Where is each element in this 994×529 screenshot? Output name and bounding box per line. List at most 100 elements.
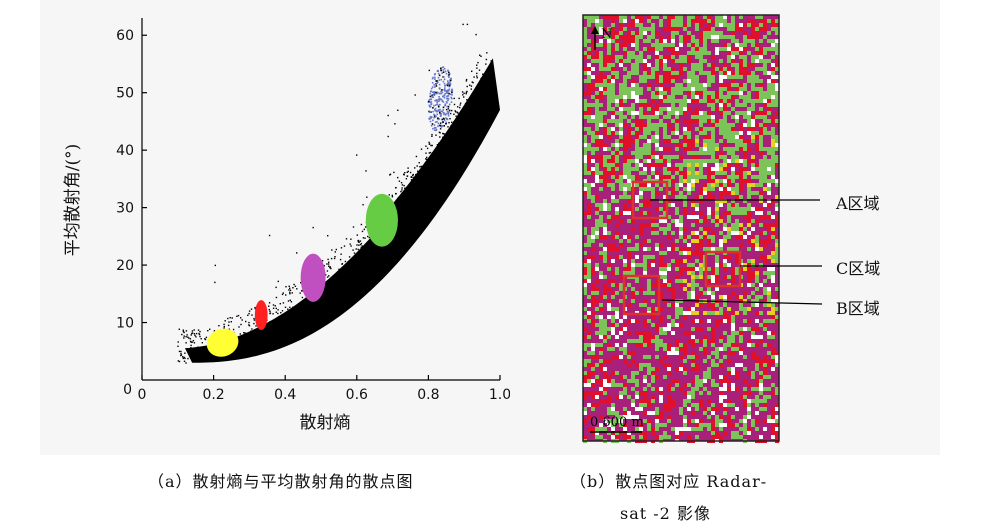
map-pixel bbox=[675, 431, 679, 435]
map-pixel bbox=[583, 359, 587, 363]
map-pixel bbox=[703, 423, 707, 427]
map-pixel bbox=[747, 127, 751, 131]
map-pixel bbox=[607, 87, 611, 91]
scatter-point bbox=[419, 166, 421, 168]
map-pixel bbox=[615, 215, 619, 219]
map-pixel bbox=[659, 123, 663, 127]
map-pixel bbox=[667, 399, 671, 403]
map-pixel bbox=[583, 51, 587, 55]
map-pixel bbox=[687, 51, 691, 55]
map-pixel bbox=[731, 115, 735, 119]
map-pixel bbox=[647, 75, 651, 79]
map-pixel bbox=[583, 363, 587, 367]
map-pixel bbox=[699, 23, 703, 27]
map-pixel bbox=[763, 127, 767, 131]
scatter-point bbox=[466, 99, 468, 101]
cluster-blue-point bbox=[433, 94, 436, 96]
map-pixel bbox=[687, 19, 691, 23]
map-pixel bbox=[619, 15, 623, 19]
map-pixel bbox=[623, 27, 627, 31]
scatter-point bbox=[466, 119, 469, 122]
map-pixel bbox=[731, 371, 735, 375]
map-pixel bbox=[775, 67, 779, 71]
map-pixel bbox=[771, 215, 775, 219]
map-pixel bbox=[723, 383, 727, 387]
map-pixel bbox=[767, 163, 771, 167]
map-pixel bbox=[599, 119, 603, 123]
map-pixel bbox=[731, 275, 735, 279]
scatter-point bbox=[436, 144, 439, 146]
map-pixel bbox=[643, 79, 647, 83]
map-pixel bbox=[711, 155, 715, 159]
map-pixel bbox=[599, 303, 603, 307]
map-pixel bbox=[619, 283, 623, 287]
map-pixel bbox=[671, 427, 675, 431]
map-pixel bbox=[595, 19, 599, 23]
map-pixel bbox=[611, 67, 615, 71]
map-pixel bbox=[763, 155, 767, 159]
map-pixel bbox=[647, 343, 651, 347]
map-pixel bbox=[759, 375, 763, 379]
map-pixel bbox=[587, 427, 591, 431]
map-pixel bbox=[691, 319, 695, 323]
map-pixel bbox=[651, 91, 655, 95]
map-pixel bbox=[667, 107, 671, 111]
scatter-point bbox=[240, 317, 242, 319]
map-pixel bbox=[591, 171, 595, 175]
map-pixel bbox=[691, 363, 695, 367]
map-pixel bbox=[679, 163, 683, 167]
scatter-point bbox=[450, 124, 452, 127]
scatter-point bbox=[455, 115, 457, 117]
map-pixel bbox=[583, 287, 587, 291]
map-pixel bbox=[739, 87, 743, 91]
map-pixel bbox=[671, 403, 675, 407]
map-pixel bbox=[747, 211, 751, 215]
cluster-blue-point bbox=[437, 122, 440, 125]
map-pixel bbox=[743, 307, 747, 311]
map-pixel bbox=[751, 23, 755, 27]
map-pixel bbox=[607, 343, 611, 347]
map-pixel bbox=[635, 395, 639, 399]
map-pixel bbox=[651, 71, 655, 75]
map-pixel bbox=[667, 383, 671, 387]
map-pixel bbox=[767, 351, 771, 355]
map-pixel bbox=[767, 99, 771, 103]
scatter-point bbox=[243, 336, 245, 339]
map-pixel bbox=[695, 355, 699, 359]
map-pixel bbox=[591, 395, 595, 399]
scatter-point bbox=[228, 321, 230, 323]
map-pixel bbox=[599, 315, 603, 319]
map-pixel bbox=[727, 403, 731, 407]
map-pixel bbox=[723, 347, 727, 351]
map-pixel bbox=[591, 323, 595, 327]
map-pixel bbox=[635, 31, 639, 35]
map-pixel bbox=[663, 87, 667, 91]
map-pixel bbox=[619, 383, 623, 387]
map-pixel bbox=[635, 407, 639, 411]
map-pixel bbox=[587, 319, 591, 323]
map-pixel bbox=[767, 299, 771, 303]
map-pixel bbox=[643, 391, 647, 395]
map-pixel bbox=[611, 347, 615, 351]
cluster-blue-point bbox=[439, 124, 441, 127]
map-pixel bbox=[623, 115, 627, 119]
map-pixel bbox=[759, 339, 763, 343]
map-pixel bbox=[719, 295, 723, 299]
map-pixel bbox=[639, 231, 643, 235]
map-pixel bbox=[611, 159, 615, 163]
scatter-point bbox=[419, 179, 421, 181]
map-pixel bbox=[587, 267, 591, 271]
map-pixel bbox=[583, 347, 587, 351]
cluster-blue-point bbox=[448, 76, 450, 78]
scatter-point bbox=[410, 182, 413, 184]
map-pixel bbox=[715, 31, 719, 35]
map-pixel bbox=[583, 111, 587, 115]
map-pixel bbox=[735, 163, 739, 167]
map-pixel bbox=[711, 219, 715, 223]
map-pixel bbox=[731, 151, 735, 155]
map-pixel bbox=[767, 39, 771, 43]
map-pixel bbox=[775, 163, 779, 167]
map-pixel bbox=[771, 119, 775, 123]
scatter-point bbox=[476, 64, 478, 66]
